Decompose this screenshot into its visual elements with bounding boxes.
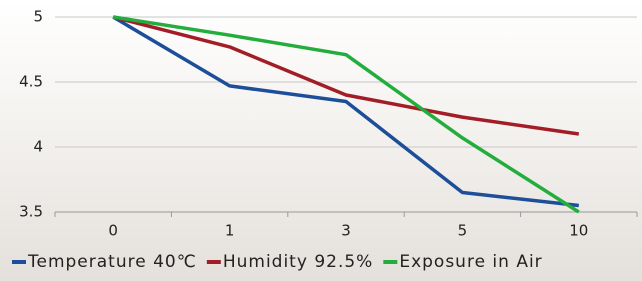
chart: 3.5 4 4.5 5 0 1 3 5 10 Temperature 40℃ Humidity 92… [0, 0, 642, 281]
y-tick-label: 4 [33, 138, 43, 156]
x-tick-label: 3 [341, 222, 351, 240]
x-tick-label: 10 [569, 222, 588, 240]
background [0, 0, 642, 281]
legend-label: Exposure in Air [399, 252, 542, 272]
y-tick-label: 3.5 [19, 203, 43, 221]
legend-label: Humidity 92.5% [223, 252, 374, 272]
legend-label: Temperature 40℃ [27, 252, 197, 272]
x-tick-label: 5 [458, 222, 468, 240]
y-tick-label: 4.5 [19, 73, 43, 91]
x-tick-label: 0 [108, 222, 118, 240]
x-tick-label: 1 [225, 222, 235, 240]
y-tick-label: 5 [33, 8, 43, 26]
